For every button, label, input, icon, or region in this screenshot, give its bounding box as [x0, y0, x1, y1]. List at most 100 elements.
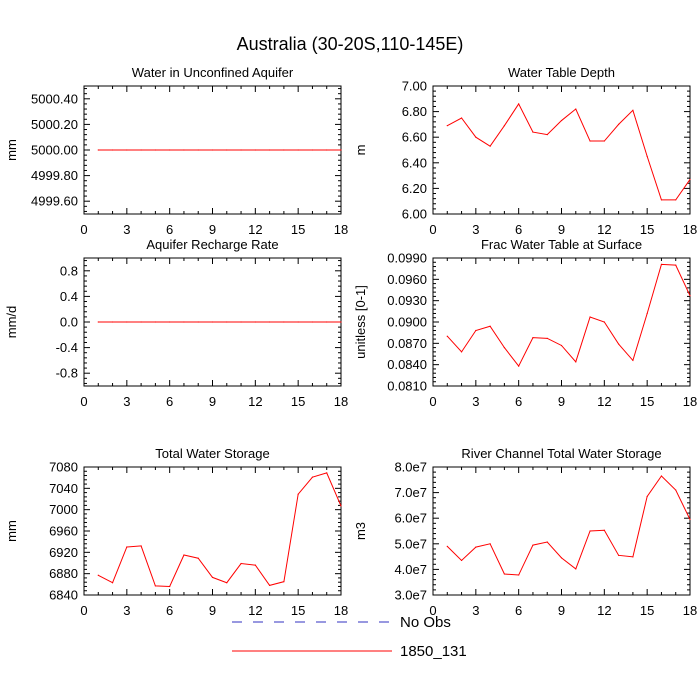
- y-tick-label: 5000.40: [31, 91, 78, 106]
- data-point: [254, 321, 256, 323]
- y-tick-label: 5.0e7: [394, 536, 427, 551]
- data-point: [460, 117, 463, 119]
- y-tick-label: 7080: [49, 460, 78, 475]
- data-point: [460, 559, 463, 562]
- data-point: [689, 518, 691, 521]
- data-point: [269, 321, 271, 323]
- x-tick-label: 6: [515, 394, 522, 409]
- panel-title: Water in Unconfined Aquifer: [132, 65, 294, 80]
- data-point: [560, 557, 563, 559]
- data-point: [126, 321, 128, 323]
- data-point: [183, 321, 185, 323]
- x-tick-label: 18: [683, 603, 697, 618]
- data-point: [97, 574, 99, 576]
- data-point: [618, 343, 620, 345]
- data-point: [560, 119, 563, 122]
- y-tick-label: 6.60: [402, 130, 427, 145]
- x-tick-label: 18: [334, 394, 348, 409]
- data-point: [589, 530, 591, 532]
- data-point: [240, 321, 242, 323]
- y-tick-label: 8.0e7: [394, 460, 427, 475]
- data-point: [446, 335, 448, 337]
- data-point: [603, 321, 605, 323]
- x-tick-label: 15: [291, 222, 305, 237]
- data-point: [475, 546, 477, 548]
- series-line: [447, 102, 691, 201]
- data-point: [518, 103, 520, 105]
- y-tick-label: 0.4: [60, 289, 78, 304]
- y-axis-label: mm/d: [4, 306, 19, 339]
- data-point: [197, 557, 199, 559]
- data-point: [197, 321, 199, 323]
- y-tick-label: 4.0e7: [394, 562, 427, 577]
- y-tick-label: 5000.20: [31, 117, 78, 132]
- data-point: [518, 574, 520, 576]
- x-tick-label: 0: [80, 394, 87, 409]
- panel-title: Water Table Depth: [508, 65, 615, 80]
- legend: No Obs 1850_131: [232, 614, 467, 660]
- x-tick-label: 18: [683, 394, 697, 409]
- x-tick-label: 15: [291, 603, 305, 618]
- legend-label-no-obs: No Obs: [400, 614, 451, 631]
- x-tick-label: 15: [640, 603, 654, 618]
- x-tick-label: 3: [472, 603, 479, 618]
- data-point: [97, 321, 99, 323]
- x-tick-label: 9: [558, 222, 565, 237]
- y-tick-label: 0.0810: [387, 379, 427, 394]
- data-point: [489, 543, 491, 545]
- data-point: [297, 493, 299, 495]
- data-point: [532, 131, 534, 133]
- x-tick-label: 9: [209, 603, 216, 618]
- data-point: [560, 344, 563, 347]
- data-point: [575, 108, 577, 110]
- data-point: [603, 140, 605, 142]
- panels: Water in Unconfined Aquifer 0 3 6 9 12 15 18 499…: [4, 65, 697, 618]
- data-point: [446, 125, 448, 127]
- data-point: [460, 351, 463, 353]
- x-tick-label: 3: [123, 603, 130, 618]
- data-point: [111, 149, 114, 151]
- panel-title: Aquifer Recharge Rate: [146, 237, 278, 252]
- data-point: [340, 321, 342, 323]
- data-point: [632, 556, 634, 558]
- x-tick-label: 12: [248, 394, 262, 409]
- x-tick-label: 3: [123, 394, 130, 409]
- data-point: [618, 554, 620, 556]
- data-point: [111, 321, 114, 323]
- data-point: [503, 573, 505, 575]
- data-point: [532, 544, 534, 546]
- data-point: [169, 149, 171, 151]
- data-point: [689, 178, 691, 181]
- x-tick-label: 9: [209, 394, 216, 409]
- data-point: [603, 529, 605, 531]
- data-point: [646, 155, 648, 157]
- data-point: [589, 140, 591, 142]
- data-point: [660, 475, 663, 477]
- x-tick-label: 3: [123, 222, 130, 237]
- data-point: [226, 582, 228, 584]
- y-tick-label: 0.0: [60, 315, 78, 330]
- series-line: [446, 475, 691, 576]
- panel-4: Total Water Storage 0 3 6 9 12 15 18 6840 6880 692…: [4, 446, 348, 618]
- x-tick-label: 12: [597, 394, 611, 409]
- data-point: [254, 149, 256, 151]
- data-point: [532, 337, 534, 339]
- x-tick-label: 3: [472, 222, 479, 237]
- data-point: [169, 585, 171, 588]
- x-tick-label: 12: [597, 222, 611, 237]
- panel-2: Aquifer Recharge Rate 0 3 6 9 12 15 18 -0.8 -0.4 0…: [4, 237, 348, 409]
- x-tick-label: 15: [291, 394, 305, 409]
- panel-1: Water Table Depth 0 3 6 9 12 15 18 6.00 6.20 6.40 6…: [353, 65, 697, 237]
- data-point: [97, 149, 99, 151]
- data-point: [326, 149, 328, 151]
- y-axis-label: m3: [353, 522, 368, 540]
- data-point: [169, 321, 171, 323]
- data-point: [126, 149, 128, 151]
- y-tick-label: -0.8: [56, 366, 78, 381]
- data-point: [326, 472, 328, 474]
- data-point: [240, 562, 242, 565]
- data-point: [660, 263, 663, 265]
- plot-frame: [432, 466, 691, 596]
- x-tick-label: 0: [80, 603, 87, 618]
- data-point: [297, 149, 299, 151]
